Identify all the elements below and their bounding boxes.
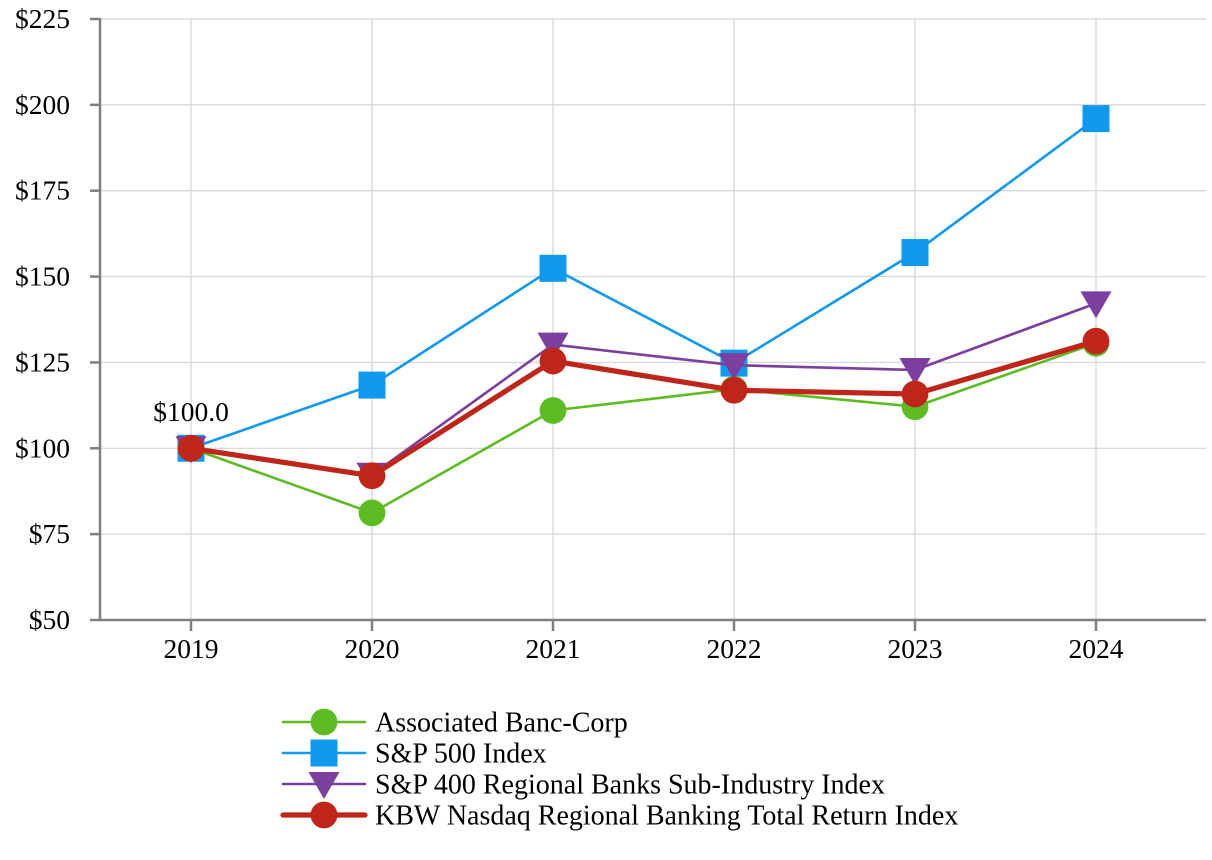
- x-tick-label: 2021: [526, 633, 581, 664]
- series-marker: [1080, 291, 1112, 319]
- legend-label: S&P 400 Regional Banks Sub-Industry Inde…: [375, 770, 885, 801]
- y-tick-label: $150: [15, 261, 70, 292]
- x-tick-label: 2019: [164, 633, 219, 664]
- x-tick-label: 2020: [345, 633, 400, 664]
- y-tick-label: $200: [15, 89, 70, 120]
- y-tick-label: $100: [15, 432, 70, 463]
- series-line: [189, 117, 1098, 450]
- series-marker: [358, 462, 386, 490]
- series-marker: [901, 380, 929, 408]
- series-marker: [358, 499, 386, 527]
- y-tick-label: $75: [29, 518, 70, 549]
- y-tick-label: $225: [15, 3, 70, 34]
- series-marker: [539, 397, 567, 424]
- series-marker: [720, 376, 748, 404]
- start-value-annotation: $100.0: [153, 396, 229, 427]
- legend-label: Associated Banc-Corp: [375, 708, 628, 739]
- y-tick-label: $50: [29, 604, 70, 635]
- legend-label: S&P 500 Index: [375, 739, 547, 770]
- legend-marker: [310, 739, 338, 767]
- y-tick-label: $125: [15, 346, 70, 377]
- x-tick-label: 2022: [707, 633, 762, 664]
- series-marker: [1082, 327, 1110, 355]
- series-line: [189, 341, 1098, 515]
- legend-marker: [310, 708, 338, 736]
- series-marker: [177, 434, 205, 462]
- series-line: [188, 338, 1099, 479]
- series-line: [189, 302, 1098, 477]
- series-marker: [539, 254, 567, 282]
- x-tick-label: 2023: [888, 633, 943, 664]
- series-marker: [899, 357, 931, 385]
- legend-marker: [308, 772, 340, 799]
- y-tick-label: $175: [15, 175, 70, 206]
- series-marker: [901, 239, 929, 267]
- series-marker: [537, 332, 569, 360]
- series-marker: [718, 353, 750, 381]
- series-marker: [358, 371, 386, 399]
- x-tick-label: 2024: [1069, 633, 1124, 664]
- series-marker: [1082, 105, 1110, 133]
- legend-marker: [310, 801, 338, 829]
- legend-label: KBW Nasdaq Regional Banking Total Return…: [375, 801, 958, 832]
- series-marker: [539, 347, 567, 375]
